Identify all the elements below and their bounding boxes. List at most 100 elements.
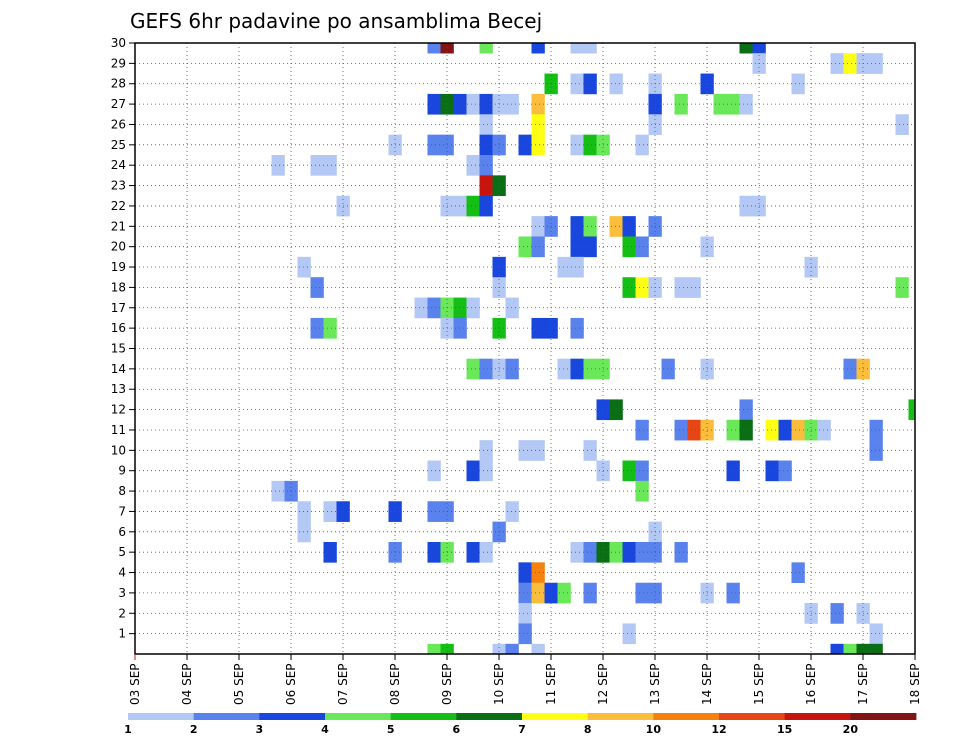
legend-swatch (587, 713, 654, 720)
heatmap-cell (453, 317, 467, 339)
y-tick-label: 10 (111, 443, 126, 457)
heatmap-cell (856, 643, 870, 655)
heatmap-cell (622, 236, 636, 258)
heatmap-cell (674, 419, 688, 441)
heatmap-cell (531, 562, 545, 584)
y-tick-label: 21 (111, 219, 126, 233)
heatmap-cell (635, 582, 649, 604)
heatmap-cell (427, 643, 441, 655)
heatmap-cell (479, 440, 493, 461)
y-tick-label: 5 (118, 545, 126, 559)
heatmap-cell (843, 643, 857, 655)
legend-label: 10 (646, 723, 662, 736)
heatmap-cell (635, 277, 649, 298)
y-tick-label: 20 (111, 240, 126, 254)
y-tick-label: 11 (111, 423, 126, 437)
heatmap-cell (310, 317, 324, 339)
heatmap-cell (570, 216, 584, 237)
heatmap-cell (739, 399, 753, 421)
heatmap-cell (869, 440, 883, 461)
heatmap-cell (427, 93, 441, 115)
heatmap-cell (518, 236, 532, 258)
x-tick-label: 12 SEP (596, 663, 610, 705)
heatmap-cell (687, 419, 701, 441)
heatmap-cell (622, 216, 636, 237)
heatmap-cell (752, 43, 766, 54)
heatmap-cell (570, 541, 584, 563)
heatmap-cell (570, 256, 584, 278)
chart-title: GEFS 6hr padavine po ansamblima Becej (130, 9, 542, 33)
heatmap-cell (635, 460, 649, 482)
heatmap-cell (583, 43, 597, 54)
heatmap-cell (479, 134, 493, 156)
y-tick-label: 6 (118, 525, 126, 539)
heatmap-cell (570, 358, 584, 380)
x-tick-label: 06 SEP (284, 663, 298, 705)
heatmap-cell (635, 541, 649, 563)
color-legend: 1 2 3 4 5 6 7 8 10 12 15 20 (124, 713, 917, 736)
heatmap-cell (830, 603, 844, 624)
heatmap-cell (427, 297, 441, 319)
heatmap-cell (479, 93, 493, 115)
legend-swatch (193, 713, 260, 720)
y-tick-label: 29 (111, 56, 126, 70)
x-axis-ticks: 03 SEP 04 SEP 05 SEP 06 SEP 07 SEP 08 SEP 09 S… (128, 654, 922, 705)
heatmap-cell (622, 277, 636, 298)
heatmap-cell (505, 93, 519, 115)
heatmap-cell (635, 419, 649, 441)
heatmap-cell (609, 541, 623, 563)
y-tick-label: 1 (118, 627, 126, 641)
heatmap-cell (583, 440, 597, 461)
x-tick-label: 08 SEP (388, 663, 402, 705)
heatmap-cell (440, 643, 454, 655)
legend-swatch (325, 713, 392, 720)
heatmap-cell (505, 643, 519, 655)
heatmap-cell (609, 216, 623, 237)
heatmap-cell (479, 541, 493, 563)
legend-label: 8 (584, 723, 592, 736)
heatmap-cell (765, 419, 779, 441)
heatmap-cell (492, 643, 506, 655)
heatmap-cell (427, 134, 441, 156)
legend-label: 20 (843, 723, 859, 736)
heatmap-cell (557, 256, 571, 278)
heatmap-cell (466, 460, 480, 482)
legend-label: 12 (711, 723, 726, 736)
heatmap-cell (479, 155, 493, 176)
heatmap-cell (583, 582, 597, 604)
legend-label: 6 (453, 723, 461, 736)
heatmap-cell (583, 216, 597, 237)
heatmap-cell (843, 358, 857, 380)
heatmap-cell (674, 93, 688, 115)
x-tick-label: 10 SEP (492, 663, 506, 705)
heatmap-cell (310, 277, 324, 298)
heatmap-cell (531, 440, 545, 461)
heatmap-cell (518, 562, 532, 584)
heatmap-cell (570, 73, 584, 95)
heatmap-cell (778, 419, 792, 441)
y-tick-label: 7 (118, 504, 126, 518)
heatmap-cell (479, 175, 493, 197)
x-tick-label: 07 SEP (336, 663, 350, 705)
heatmap-cell (479, 114, 493, 135)
x-tick-label: 18 SEP (908, 663, 922, 705)
heatmap-cell (869, 623, 883, 645)
y-tick-label: 22 (111, 199, 126, 213)
heatmap-cell (505, 297, 519, 319)
legend-label: 7 (518, 723, 526, 736)
heatmap-cell (479, 460, 493, 482)
heatmap-cell (323, 541, 337, 563)
y-tick-label: 28 (111, 77, 126, 91)
legend-swatch (456, 713, 523, 720)
heatmap-cell (323, 155, 337, 176)
y-tick-label: 13 (111, 382, 126, 396)
heatmap-cell (739, 93, 753, 115)
heatmap-cell (531, 643, 545, 655)
y-tick-label: 18 (111, 280, 126, 294)
heatmap-cell (518, 440, 532, 461)
heatmap-cell (557, 582, 571, 604)
y-tick-label: 24 (111, 158, 126, 172)
y-tick-label: 16 (111, 321, 126, 335)
heatmap-cell (323, 317, 337, 339)
heatmap-cell (895, 114, 909, 135)
